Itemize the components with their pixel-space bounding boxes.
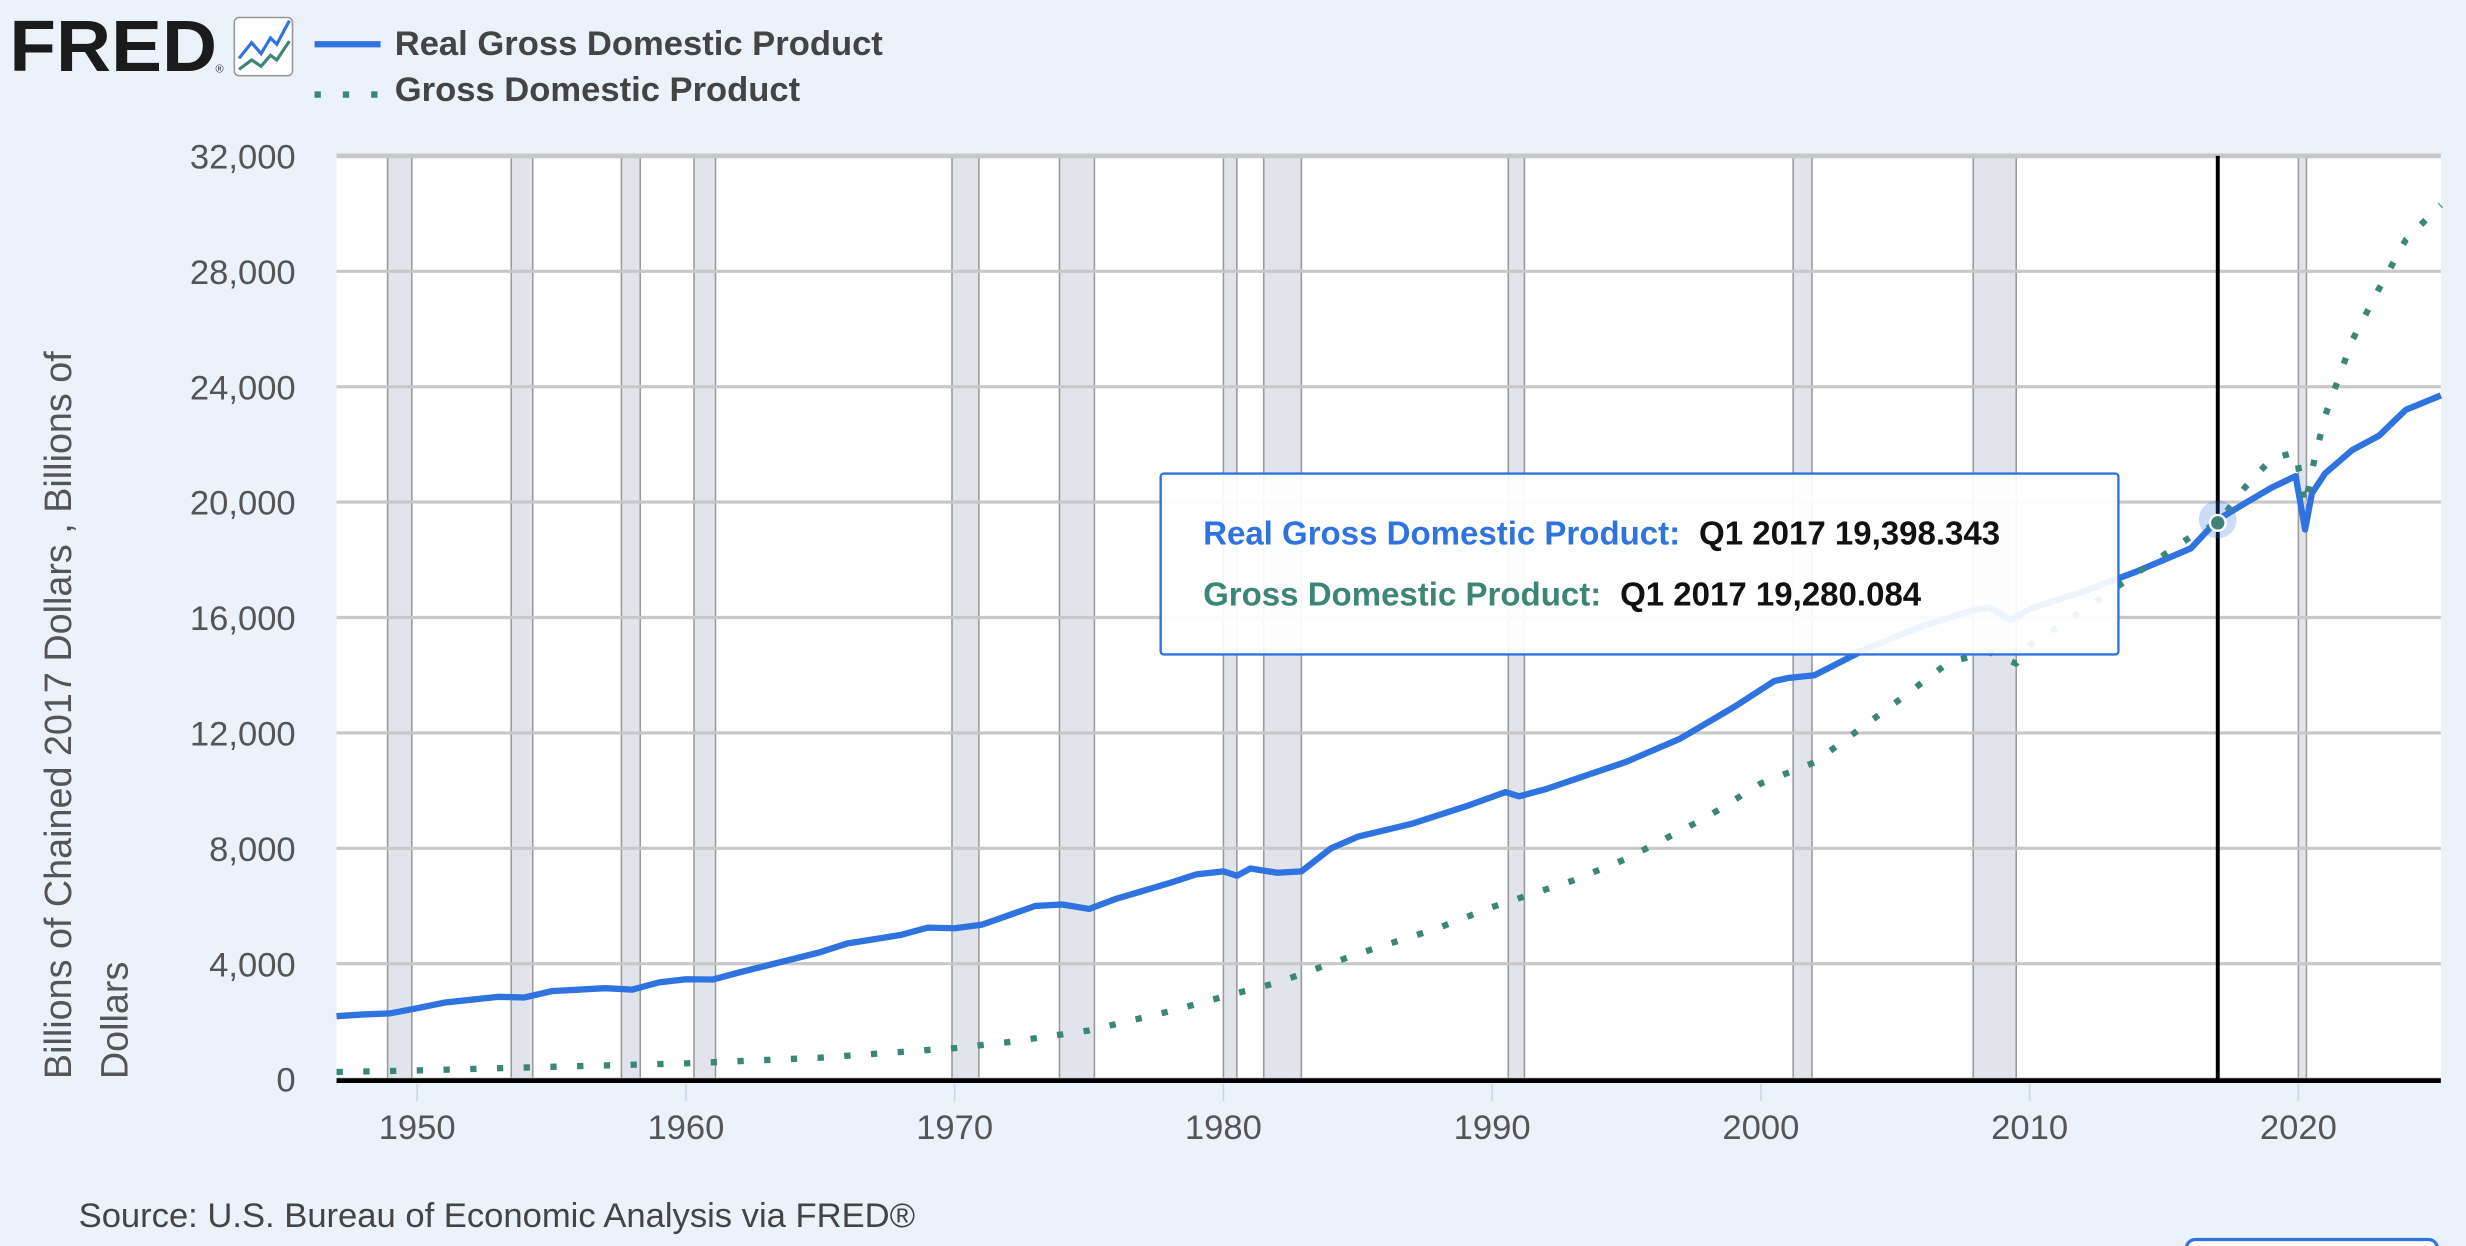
y-tick-label: 0	[276, 1062, 295, 1100]
y-tick-label: 20,000	[190, 485, 296, 523]
tooltip-value-real-gdp: Q1 2017 19,398.343	[1699, 514, 2000, 551]
legend-item-real-gdp[interactable]: Real Gross Domestic Product	[314, 25, 884, 63]
svg-text:Gross Domestic Product: Gross Domestic Product	[395, 71, 801, 109]
y-axis-title: Billions of Chained 2017 Dollars , Billi…	[37, 351, 136, 1079]
tooltip-series-gdp: Gross Domestic Product:	[1203, 576, 1601, 613]
fred-logo[interactable]: FRED	[9, 7, 217, 87]
x-tick-label: 1990	[1454, 1109, 1531, 1147]
tooltip-value-gdp: Q1 2017 19,280.084	[1620, 576, 1922, 613]
x-tick-label: 1960	[647, 1109, 724, 1147]
tooltip-series-real-gdp: Real Gross Domestic Product:	[1203, 514, 1680, 551]
y-tick-label: 16,000	[190, 600, 296, 638]
legend-item-gdp[interactable]: Gross Domestic Product	[314, 71, 801, 109]
y-tick-label: 12,000	[190, 715, 296, 753]
tooltip: Real Gross Domestic Product: Q1 2017 19,3…	[1159, 472, 2120, 656]
fred-logo-registered: ®	[215, 64, 223, 76]
x-tick-label: 1970	[916, 1109, 993, 1147]
fred-chart-icon[interactable]	[233, 16, 294, 77]
hover-point-gdp	[2208, 513, 2227, 532]
y-tick-label: 32,000	[190, 138, 296, 176]
series-line-gdp	[336, 202, 2444, 1076]
y-tick-label: 4,000	[209, 946, 296, 984]
y-tick-label: 28,000	[190, 254, 296, 292]
svg-text:Gross Domestic Product:Q1 2017: Gross Domestic Product: Q1 2017 19,280.08…	[1203, 576, 1922, 613]
legend: Real Gross Domestic Product Gross Domest…	[314, 25, 884, 109]
x-tick-label: 2020	[2260, 1109, 2337, 1147]
svg-text:Real Gross Domestic Product: Real Gross Domestic Product	[395, 25, 884, 63]
y-tick-label: 8,000	[209, 831, 296, 869]
y-tick-label: 24,000	[190, 369, 296, 407]
svg-text:Real Gross Domestic Product:Q1: Real Gross Domestic Product: Q1 2017 19,3…	[1203, 514, 2000, 551]
x-tick-label: 1950	[379, 1109, 456, 1147]
x-tick-label: 2010	[1991, 1109, 2068, 1147]
bottom-right-button[interactable]	[2184, 1237, 2439, 1246]
x-tick-label: 1980	[1185, 1109, 1262, 1147]
x-tick-label: 2000	[1722, 1109, 1799, 1147]
source-note: Source: U.S. Bureau of Economic Analysis…	[79, 1197, 915, 1235]
series-line-real-gdp	[336, 392, 2443, 1020]
svg-text:Billions of Chained 2017 Dolla: Billions of Chained 2017 Dollars , Billi…	[37, 351, 79, 1079]
svg-text:Dollars: Dollars	[93, 962, 135, 1079]
